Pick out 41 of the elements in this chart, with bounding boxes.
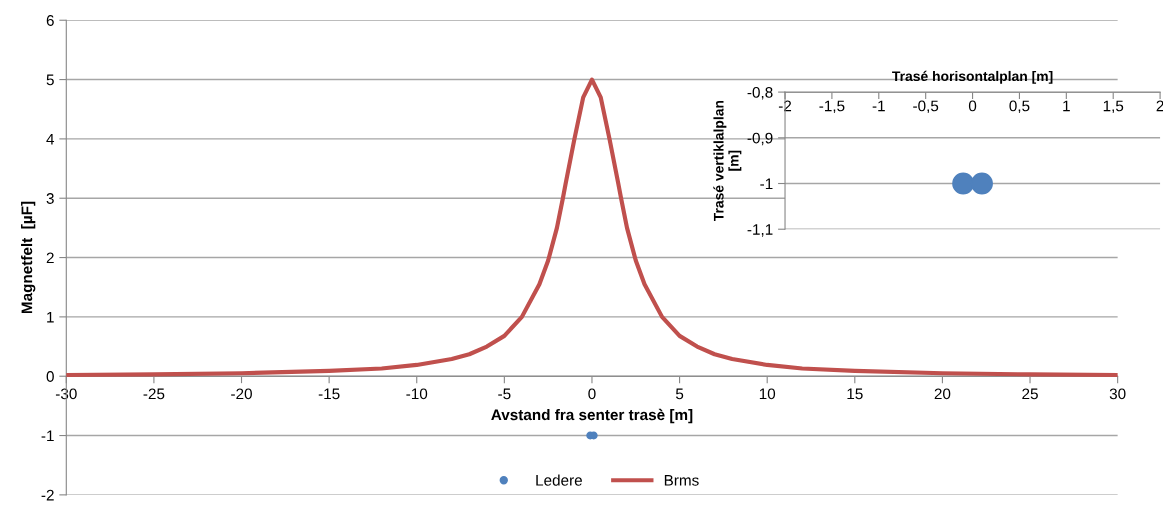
x-tick-label: -1: [872, 100, 885, 112]
y-tick-label: -1,1: [747, 224, 773, 237]
y-tick-label: -0,8: [747, 86, 773, 100]
y-tick-label: 5: [46, 74, 54, 86]
x-tick-label: 0: [588, 388, 596, 400]
y-tick-label: 4: [46, 133, 55, 145]
x-tick-label: -15: [318, 388, 340, 400]
x-tick-label: 0: [968, 100, 977, 112]
x-tick-label: -25: [143, 388, 165, 400]
x-tick-label: -2: [778, 100, 792, 112]
y-tick-label: 6: [46, 15, 54, 26]
x-tick-label: -30: [55, 388, 77, 400]
y-axis-title: Trasé vertiklalplan [m]: [713, 100, 742, 222]
x-tick-label: -5: [498, 388, 511, 400]
x-tick-label: 15: [847, 388, 863, 400]
y-tick-label: 2: [46, 252, 54, 264]
x-tick-label: -0,5: [913, 100, 939, 114]
x-tick-label: 1: [1063, 100, 1070, 112]
y-tick-label: -1: [41, 430, 54, 442]
y-tick-label: -0,9: [747, 132, 773, 146]
y-axis-title: Magnetfelt [µF]: [21, 201, 36, 314]
x-tick-label: 1,5: [1103, 100, 1124, 114]
x-tick-label: 5: [675, 388, 684, 400]
x-tick-label: 20: [934, 388, 951, 400]
legend-label: Brms: [664, 475, 699, 486]
x-tick-label: -20: [231, 388, 252, 400]
y-tick-label: -1: [760, 178, 773, 190]
y-tick-label: -2: [41, 489, 54, 501]
x-tick-label: 25: [1022, 388, 1038, 400]
x-axis-title: Trasé horisontalplan [m]: [892, 70, 1053, 84]
x-tick-label: 2: [1156, 100, 1163, 112]
y-tick-label: 0: [46, 371, 54, 382]
x-tick-label: -1,5: [819, 100, 845, 114]
x-tick-label: 30: [1109, 388, 1126, 400]
y-tick-label: 1: [47, 311, 54, 323]
x-tick-label: 0,5: [1009, 100, 1030, 114]
legend-label: Ledere: [536, 474, 582, 486]
y-tick-label: 3: [46, 193, 54, 204]
x-tick-label: 10: [759, 388, 776, 400]
x-tick-label: -10: [406, 388, 428, 400]
x-axis-title: Avstand fra senter trasè [m]: [491, 408, 693, 424]
